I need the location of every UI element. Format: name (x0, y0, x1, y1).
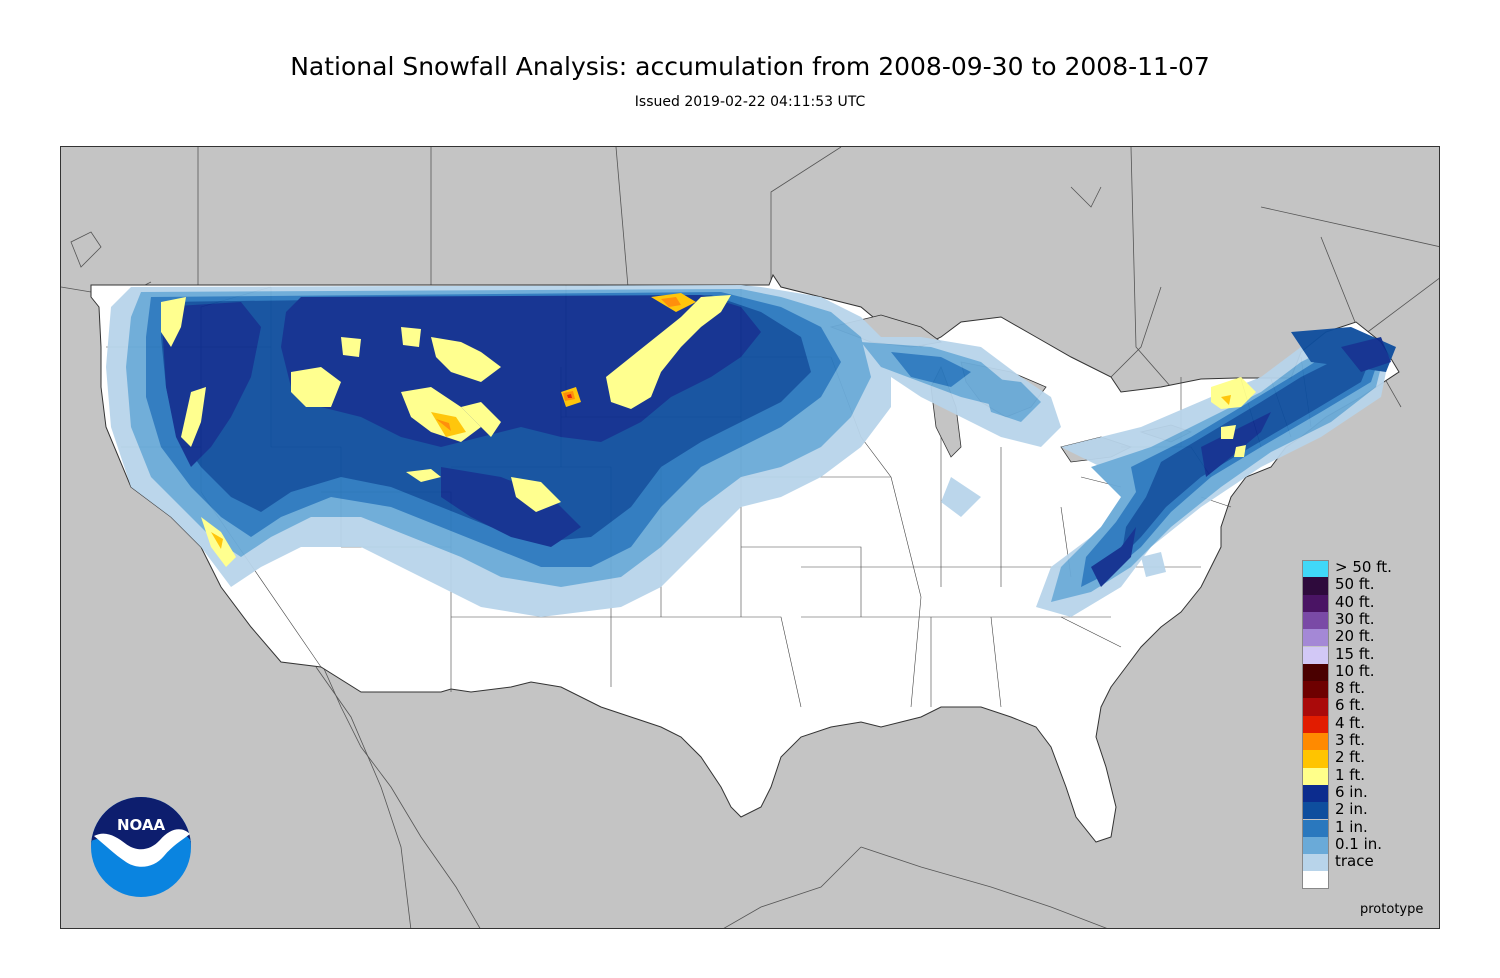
legend-item (1302, 871, 1422, 889)
legend-label: 4 ft. (1335, 713, 1365, 732)
map-canvas (61, 147, 1439, 928)
legend-item: 1 in. (1302, 817, 1422, 837)
prototype-label: prototype (1360, 902, 1424, 917)
legend-label: 40 ft. (1335, 592, 1375, 611)
page-title: National Snowfall Analysis: accumulation… (290, 52, 1210, 81)
legend-item: 50 ft. (1302, 575, 1422, 595)
legend-swatch (1302, 784, 1329, 803)
legend-label: 2 in. (1335, 800, 1368, 819)
legend-label: > 50 ft. (1335, 558, 1392, 576)
snowfall-map (60, 146, 1440, 929)
legend-swatch (1302, 715, 1329, 733)
legend-item: 8 ft. (1302, 679, 1422, 699)
legend-swatch (1302, 819, 1329, 837)
legend-swatch (1302, 750, 1329, 768)
legend-item: 6 ft. (1302, 696, 1422, 716)
legend-item: trace (1302, 852, 1422, 872)
legend-label: 2 ft. (1335, 748, 1365, 767)
legend-label: 6 ft. (1335, 696, 1365, 715)
legend-label: 30 ft. (1335, 609, 1375, 628)
legend-item: 20 ft. (1302, 627, 1422, 647)
legend-label: 20 ft. (1335, 627, 1375, 646)
legend-swatch (1302, 698, 1329, 716)
legend-label: 10 ft. (1335, 661, 1375, 680)
legend-item: 2 in. (1302, 800, 1422, 820)
legend-swatch (1302, 854, 1329, 872)
legend-item: 3 ft. (1302, 731, 1422, 751)
legend-item: 2 ft. (1302, 748, 1422, 768)
legend-label: 0.1 in. (1335, 834, 1383, 853)
noaa-logo-text: NOAA (117, 816, 166, 834)
legend-label: 50 ft. (1335, 575, 1375, 594)
legend-label: trace (1335, 852, 1374, 871)
legend-label: 1 ft. (1335, 765, 1365, 784)
legend-swatch (1302, 802, 1329, 820)
legend-item: 30 ft. (1302, 609, 1422, 630)
boundary-lines (61, 147, 1439, 928)
legend-item: 10 ft. (1302, 661, 1422, 682)
legend-swatch (1302, 733, 1329, 751)
legend-swatch (1302, 560, 1329, 578)
legend-swatch (1302, 577, 1329, 595)
legend-swatch (1302, 871, 1329, 889)
legend-swatch (1302, 611, 1329, 630)
snowfall-shading (106, 285, 1396, 617)
legend-item: 4 ft. (1302, 713, 1422, 733)
legend-item: 0.1 in. (1302, 834, 1422, 855)
legend-label: 8 ft. (1335, 679, 1365, 698)
legend-label: 3 ft. (1335, 731, 1365, 749)
legend-label: 1 in. (1335, 817, 1368, 836)
legend-item: 6 in. (1302, 782, 1422, 803)
noaa-logo-icon: NOAA (90, 796, 192, 898)
legend-label: 6 in. (1335, 782, 1368, 801)
legend-swatch (1302, 663, 1329, 682)
legend-swatch (1302, 681, 1329, 699)
legend-item: 1 ft. (1302, 765, 1422, 785)
legend-swatch (1302, 629, 1329, 647)
issued-timestamp: Issued 2019-02-22 04:11:53 UTC (634, 94, 866, 110)
legend-item: 40 ft. (1302, 592, 1422, 612)
legend-item: > 50 ft. (1302, 558, 1422, 578)
legend-label: 15 ft. (1335, 644, 1375, 663)
legend-swatch (1302, 767, 1329, 785)
legend-swatch (1302, 594, 1329, 612)
legend-swatch (1302, 836, 1329, 855)
legend-item: 15 ft. (1302, 644, 1422, 664)
legend-swatch (1302, 646, 1329, 664)
